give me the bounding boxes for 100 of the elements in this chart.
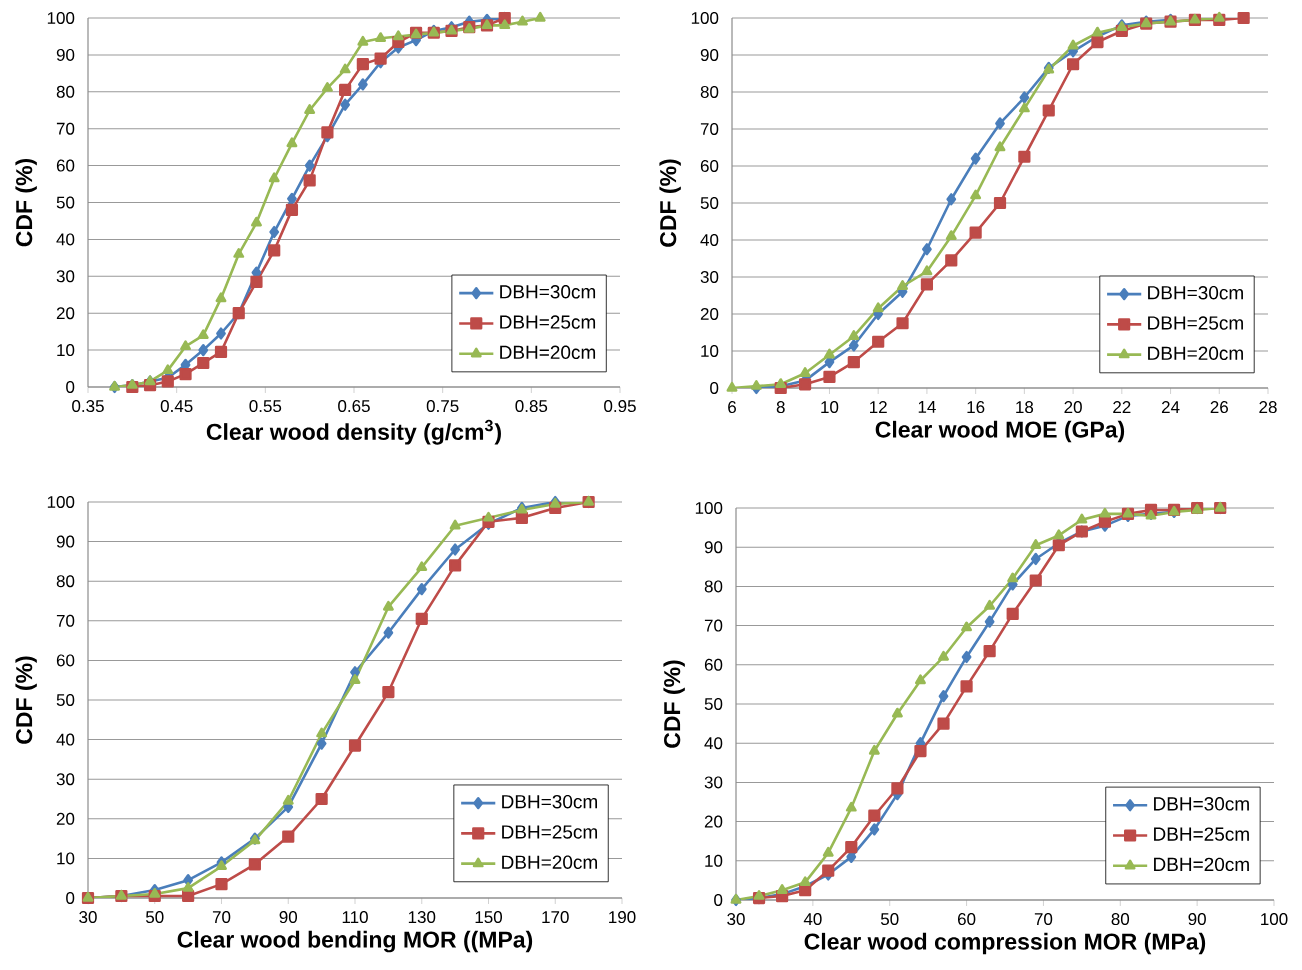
x-tick-label: 130 [408,911,436,924]
y-tick-label: 90 [704,541,723,554]
x-tick-label: 22 [1113,401,1131,413]
x-tick-label: 100 [1261,913,1288,926]
x-tick-label: 50 [880,913,899,926]
y-tick-label: 80 [704,580,723,593]
x-tick-label: 28 [1259,401,1277,414]
y-tick-label: 50 [56,196,75,209]
legend-label: DBH=30cm [1154,797,1249,811]
y-tick-label: 0 [714,893,723,907]
y-tick-label: 30 [704,776,723,789]
x-tick-label: 26 [1210,401,1228,414]
legend-label: DBH=20cm [1148,346,1243,360]
x-tick-label: 18 [1016,401,1034,414]
y-tick-label: 20 [56,307,75,320]
x-tick-label: 30 [727,913,745,926]
x-tick-label: 20 [1064,401,1082,414]
y-tick-label: 10 [57,344,75,357]
y-tick-label: 100 [695,501,723,515]
x-tick-label: 70 [1034,913,1053,926]
y-axis-title: CDF (%) [15,656,37,744]
x-axis-title: Clear wood bending MOR ((MPa) [177,930,533,953]
legend-label: DBH=30cm [1148,286,1243,300]
legend-label: DBH=25cm [1148,316,1243,330]
legend-label: DBH=20cm [500,345,596,360]
x-tick-label: 24 [1161,401,1180,413]
x-tick-label: 16 [967,401,985,414]
legend-label: DBH=30cm [500,285,596,299]
x-tick-label: 190 [609,911,636,924]
y-tick-label: 30 [56,773,75,786]
x-tick-label: 10 [821,401,839,414]
x-tick-label: 0.65 [338,400,370,413]
legend-label: DBH=30cm [502,794,597,809]
legend-label: DBH=25cm [502,825,597,839]
y-tick-label: 50 [704,697,723,711]
x-tick-label: 90 [1188,913,1206,926]
y-tick-label: 0 [66,380,75,393]
x-tick-label: 12 [870,401,887,413]
y-axis-title: CDF (%) [15,158,37,247]
y-tick-label: 80 [56,575,75,588]
y-axis-title: CDF (%) [663,660,685,748]
y-tick-label: 100 [691,11,719,24]
x-tick-label: 150 [475,911,503,924]
y-tick-label: 10 [701,344,719,357]
y-tick-label: 60 [700,159,719,172]
x-axis-title: Clear wood density (g/cm$^{3}$) [206,419,501,445]
y-tick-label: 20 [700,307,719,320]
y-tick-label: 20 [704,815,723,828]
y-tick-label: 50 [56,693,75,707]
y-tick-label: 90 [56,535,75,548]
y-tick-label: 80 [700,85,719,98]
x-axis-title: Clear wood compression MOR (MPa) [804,932,1206,955]
y-tick-label: 20 [56,812,75,825]
y-tick-label: 60 [56,159,75,172]
x-tick-label: 90 [279,911,298,924]
y-tick-label: 70 [56,122,75,135]
x-tick-label: 30 [79,911,97,924]
legend-label: DBH=25cm [500,315,596,329]
x-axis-title: Clear wood MOE (GPa) [875,420,1125,443]
y-tick-label: 80 [56,85,75,98]
legend-label: DBH=20cm [1154,857,1249,872]
y-tick-label: 30 [700,270,719,283]
y-tick-label: 40 [700,233,719,246]
y-tick-label: 60 [56,654,75,667]
legend-label: DBH=20cm [502,855,597,869]
y-tick-label: 60 [704,658,723,671]
y-tick-label: 70 [700,122,719,135]
legend-label: DBH=25cm [1154,827,1249,841]
y-tick-label: 100 [47,11,75,24]
y-tick-label: 0 [710,381,719,394]
x-tick-label: 50 [145,911,164,924]
y-tick-label: 100 [47,495,75,509]
x-tick-label: 0.35 [72,400,104,413]
y-tick-label: 70 [56,614,75,627]
y-tick-label: 40 [56,733,75,746]
x-tick-label: 70 [212,911,231,924]
y-tick-label: 70 [704,619,723,632]
x-tick-label: 110 [342,911,368,924]
x-tick-label: 0.75 [426,400,459,413]
y-tick-label: 30 [56,270,75,283]
x-tick-label: 40 [803,913,822,926]
x-tick-label: 60 [958,913,976,926]
x-tick-label: 8 [776,401,785,414]
y-axis-title: CDF (%) [659,159,681,247]
x-tick-label: 0.55 [249,400,282,413]
y-tick-label: 50 [700,196,719,209]
y-tick-label: 0 [66,891,75,905]
x-tick-label: 80 [1111,913,1130,926]
x-tick-label: 6 [728,401,736,414]
y-tick-label: 40 [704,737,723,750]
x-tick-label: 0.95 [604,400,636,413]
y-tick-label: 10 [705,854,723,867]
y-tick-label: 10 [57,852,75,865]
y-tick-label: 40 [56,233,75,246]
x-tick-label: 0.85 [515,400,548,413]
y-tick-label: 90 [700,48,719,61]
y-tick-label: 90 [56,48,75,61]
x-tick-label: 14 [918,401,936,413]
x-tick-label: 170 [542,911,569,924]
x-tick-label: 0.45 [160,400,193,413]
